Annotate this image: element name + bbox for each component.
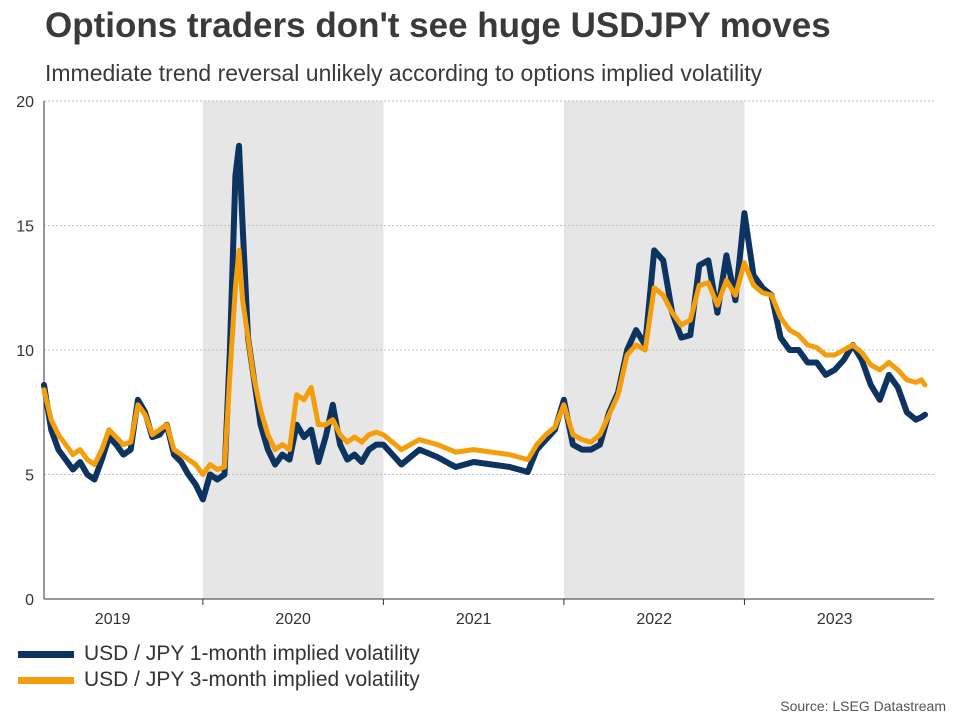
series-line-1m (41, 142, 928, 503)
legend-label-3m: USD / JPY 3-month implied volatility (84, 668, 420, 691)
x-tick-label-2019: 2019 (95, 611, 131, 628)
source-note: Source: LSEG Datastream (780, 698, 946, 714)
y-tick-label-10: 10 (16, 343, 34, 360)
legend-swatch-3m (18, 676, 74, 684)
x-tick-label-2022: 2022 (636, 611, 672, 628)
line-chart: 0 5 10 15 20 2019 2020 2021 2022 2023 (16, 94, 934, 628)
axes (43, 101, 934, 605)
x-tick-label-2021: 2021 (456, 611, 492, 628)
y-tick-label-20: 20 (16, 94, 34, 111)
series-line-3m (41, 247, 928, 477)
gridlines (44, 100, 934, 475)
x-tick-label-2023: 2023 (817, 611, 853, 628)
legend-label-1m: USD / JPY 1-month implied volatility (84, 642, 420, 665)
chart-title: Options traders don't see huge USDJPY mo… (45, 6, 831, 45)
legend-item-3m: USD / JPY 3-month implied volatility (18, 667, 420, 693)
legend-item-1m: USD / JPY 1-month implied volatility (18, 641, 420, 667)
y-tick-label-5: 5 (25, 468, 34, 485)
y-tick-label-0: 0 (25, 592, 34, 609)
tick-labels: 0 5 10 15 20 2019 2020 2021 2022 2023 (16, 94, 852, 628)
y-tick-label-15: 15 (16, 219, 34, 236)
legend-swatch-1m (18, 650, 74, 658)
shaded-period-2 (563, 101, 745, 599)
x-tick-label-2020: 2020 (275, 611, 311, 628)
chart-subtitle: Immediate trend reversal unlikely accord… (45, 60, 763, 86)
series-lines (41, 142, 928, 503)
